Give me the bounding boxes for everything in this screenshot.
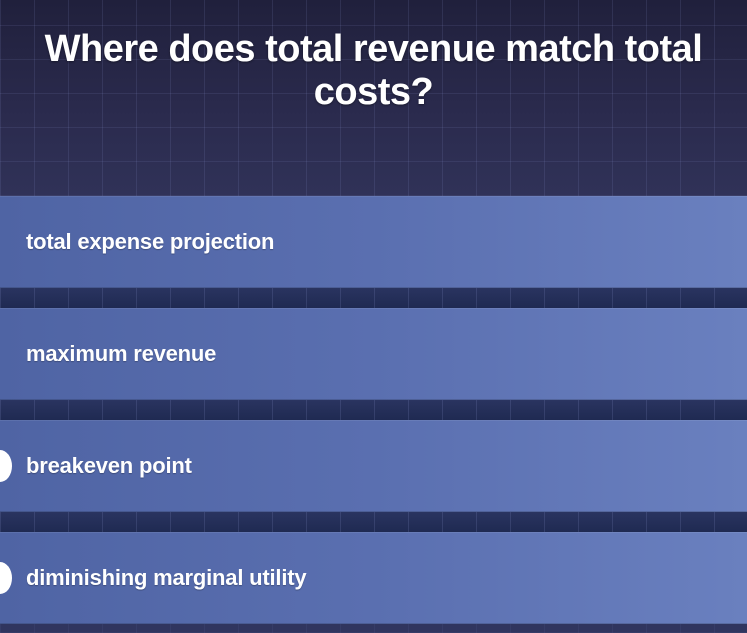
answer-option-1[interactable]: total expense projection — [0, 196, 747, 288]
question-text: Where does total revenue match total cos… — [44, 28, 703, 113]
option-divider — [0, 512, 747, 532]
option-divider — [0, 288, 747, 308]
selection-indicator — [0, 450, 12, 482]
option-divider — [0, 400, 747, 420]
answer-label: diminishing marginal utility — [26, 565, 307, 590]
answer-option-2[interactable]: maximum revenue — [0, 308, 747, 400]
answer-option-4[interactable]: diminishing marginal utility — [0, 532, 747, 624]
answer-label: total expense projection — [26, 229, 275, 254]
answer-label: maximum revenue — [26, 341, 217, 366]
answer-option-3[interactable]: breakeven point — [0, 420, 747, 512]
selection-indicator — [0, 562, 12, 594]
answer-label: breakeven point — [26, 453, 192, 478]
question-panel: Where does total revenue match total cos… — [0, 0, 747, 196]
